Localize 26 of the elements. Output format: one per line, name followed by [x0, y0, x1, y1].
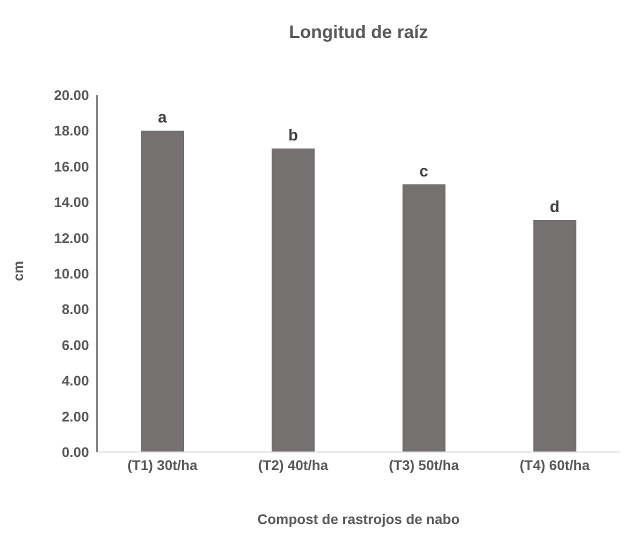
annotation: c [419, 163, 428, 180]
bar [272, 148, 315, 452]
chart-title: Longitud de raíz [288, 22, 429, 43]
y-tick-label: 18.00 [54, 122, 90, 139]
y-tick-label: 4.00 [62, 372, 90, 389]
bar [402, 184, 446, 452]
y-tick-label: 2.00 [62, 408, 90, 424]
annotation: d [550, 198, 560, 216]
y-tick-label: 16.00 [54, 158, 90, 174]
y-tick-label: 12.00 [54, 230, 90, 246]
x-tick-label: (T1) 30t/ha [127, 456, 198, 473]
y-tick-label: 14.00 [54, 194, 90, 210]
y-tick-label: 20.00 [54, 86, 90, 103]
x-tick-label: (T4) 60t/ha [520, 456, 590, 473]
x-tick-label: (T2) 40t/ha [258, 456, 328, 473]
x-tick-label: (T3) 50t/ha [388, 456, 460, 473]
y-tick-label: 8.00 [62, 301, 90, 318]
y-tick-label: 0.00 [62, 444, 90, 460]
x-axis-title: Compost de rastrojos de nabo [256, 511, 461, 527]
y-tick-label: 10.00 [54, 265, 90, 282]
y-axis-title: cm [10, 260, 26, 284]
annotation: b [288, 128, 298, 145]
annotation: a [158, 110, 167, 127]
bar [533, 220, 576, 452]
y-tick-label: 6.00 [62, 336, 90, 353]
bar [141, 130, 184, 452]
